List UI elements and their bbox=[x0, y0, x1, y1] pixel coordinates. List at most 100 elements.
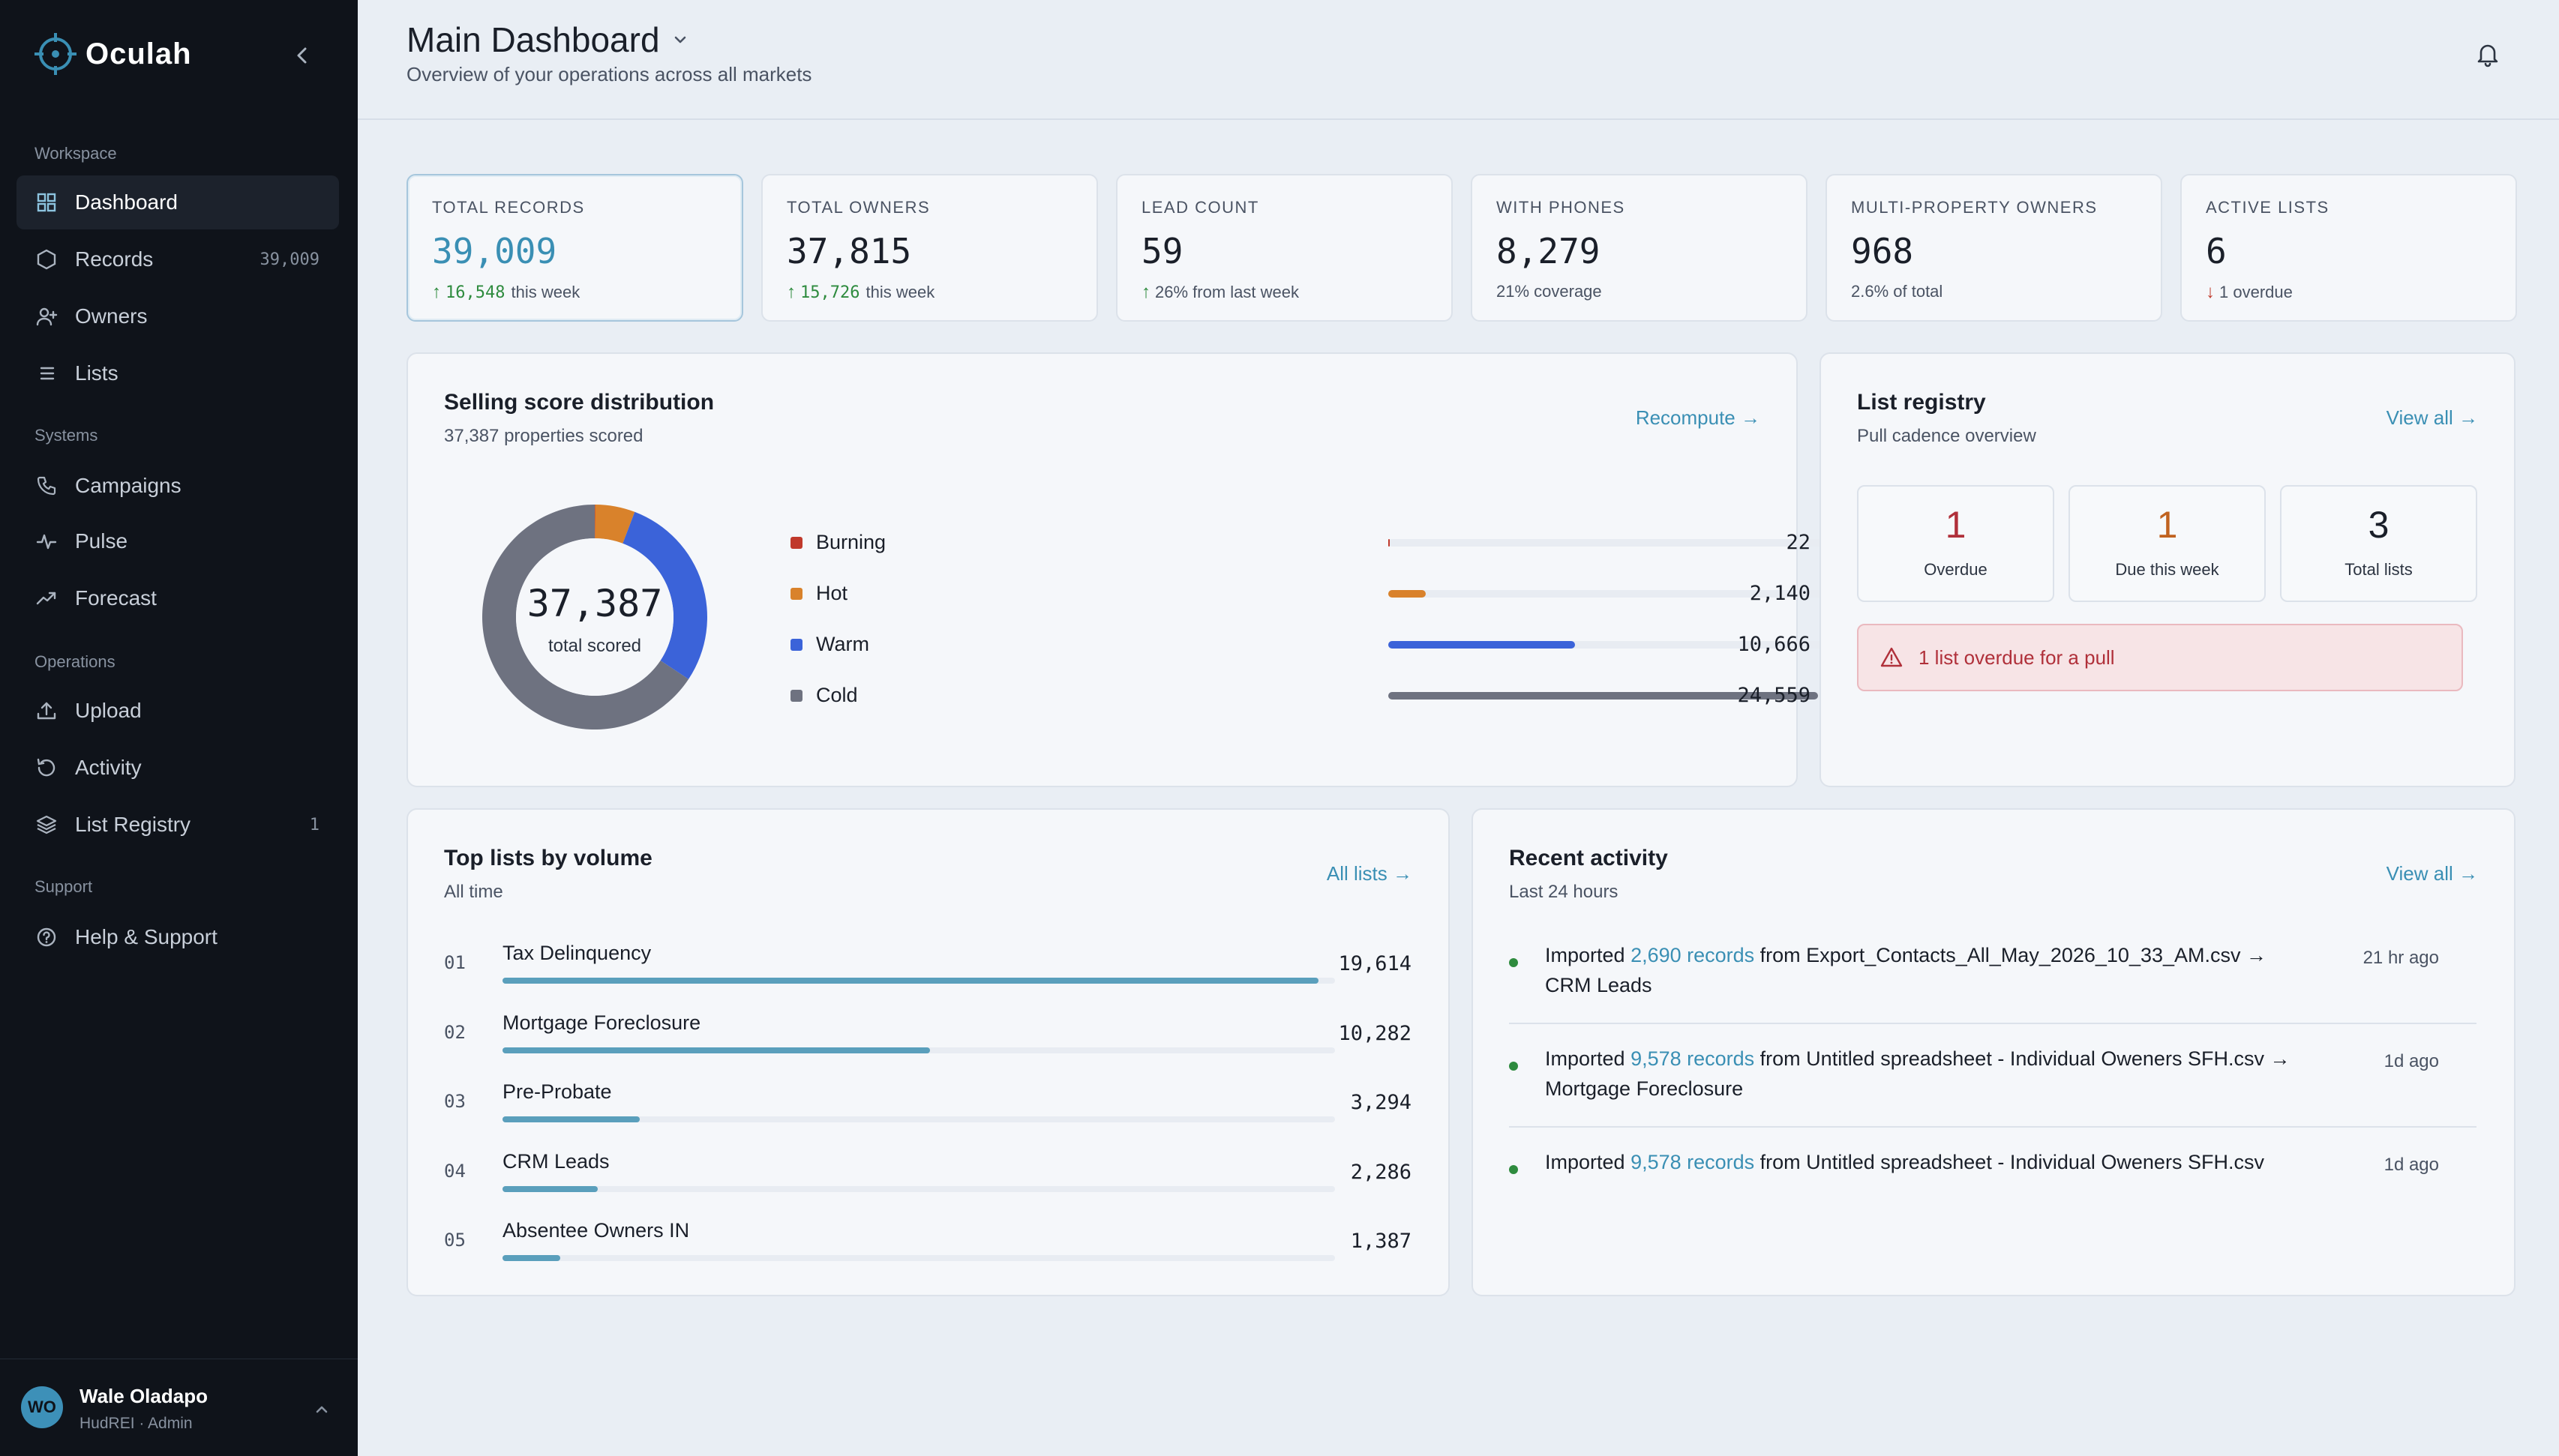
activity-item[interactable]: Imported 2,690 records from Export_Conta… bbox=[1509, 931, 2476, 1024]
chevron-down-icon bbox=[674, 36, 686, 43]
sidebar-item-forecast[interactable]: Forecast bbox=[16, 571, 339, 625]
user-name: Wale Oladapo bbox=[80, 1385, 208, 1407]
activity-time: 1d ago bbox=[2384, 1051, 2439, 1071]
score-row-warm[interactable]: Warm 10,666 bbox=[790, 630, 2039, 660]
registry-view-all-link[interactable]: View all → bbox=[2386, 406, 2478, 429]
list-icon bbox=[34, 361, 58, 385]
all-lists-link[interactable]: All lists → bbox=[1326, 862, 1412, 885]
panel-title: Selling score distribution bbox=[444, 390, 715, 415]
score-value: 24,559 bbox=[1737, 684, 1810, 707]
registry-due-box[interactable]: 1 Due this week bbox=[2068, 485, 2266, 602]
legend-swatch bbox=[790, 588, 802, 600]
score-donut-chart bbox=[482, 505, 707, 729]
stat-card-total-records[interactable]: TOTAL RECORDS 39,009 ↑ 16,548 this week bbox=[406, 174, 743, 322]
sidebar-item-list-registry[interactable]: List Registry 1 bbox=[16, 798, 339, 852]
avatar: WO bbox=[21, 1386, 63, 1428]
score-name: Warm bbox=[816, 633, 869, 655]
list-name: Absentee Owners IN bbox=[502, 1219, 690, 1242]
legend-swatch bbox=[790, 639, 802, 651]
section-label-workspace: Workspace bbox=[34, 144, 117, 163]
user-profile[interactable]: WO Wale Oladapo HudREI · Admin bbox=[0, 1359, 358, 1456]
history-icon bbox=[34, 756, 58, 780]
overdue-alert[interactable]: 1 list overdue for a pull bbox=[1857, 624, 2463, 691]
sidebar-item-label: Activity bbox=[75, 756, 142, 779]
sidebar-item-activity[interactable]: Activity bbox=[16, 741, 339, 795]
list-bar-track bbox=[502, 1047, 1335, 1053]
stat-delta: 15,726 bbox=[800, 283, 860, 302]
registry-overdue-label: Overdue bbox=[1924, 560, 1988, 579]
sidebar-item-campaigns[interactable]: Campaigns bbox=[16, 459, 339, 513]
list-row[interactable]: 05 Absentee Owners IN 1,387 bbox=[444, 1215, 1412, 1275]
stat-card-with-phones[interactable]: WITH PHONES 8,279 21% coverage bbox=[1471, 174, 1808, 322]
score-bar-track bbox=[1388, 641, 2039, 649]
recent-activity-panel: Recent activity Last 24 hours View all →… bbox=[1472, 808, 2516, 1296]
section-label-operations: Operations bbox=[34, 652, 116, 671]
activity-item[interactable]: Imported 9,578 records from Untitled spr… bbox=[1509, 1035, 2476, 1128]
stat-card-total-owners[interactable]: TOTAL OWNERS 37,815 ↑ 15,726 this week bbox=[761, 174, 1098, 322]
list-row[interactable]: 03 Pre-Probate 3,294 bbox=[444, 1076, 1412, 1136]
score-bar bbox=[1388, 641, 1575, 649]
score-row-cold[interactable]: Cold 24,559 bbox=[790, 681, 2039, 711]
recompute-link[interactable]: Recompute → bbox=[1635, 406, 1760, 429]
stat-value: 6 bbox=[2206, 231, 2227, 271]
registry-overdue-box[interactable]: 1 Overdue bbox=[1857, 485, 2054, 602]
panel-subtitle: Last 24 hours bbox=[1509, 882, 1618, 902]
divider bbox=[1509, 1126, 2476, 1128]
activity-records-link[interactable]: 9,578 records bbox=[1630, 1047, 1755, 1070]
score-bar bbox=[1388, 692, 1818, 700]
sidebar-item-label: Upload bbox=[75, 699, 142, 722]
list-value: 10,282 bbox=[1338, 1021, 1412, 1045]
legend-swatch bbox=[790, 690, 802, 702]
list-registry-count-badge: 1 bbox=[309, 815, 320, 834]
sidebar-item-owners[interactable]: Owners bbox=[16, 289, 339, 343]
sidebar-item-label: Owners bbox=[75, 304, 148, 328]
arrow-up-icon: ↑ bbox=[1142, 282, 1150, 302]
sidebar-item-help-support[interactable]: Help & Support bbox=[16, 910, 339, 964]
donut-hole bbox=[516, 538, 674, 696]
bell-icon[interactable] bbox=[2473, 39, 2503, 69]
activity-item[interactable]: Imported 9,578 records from Untitled spr… bbox=[1509, 1138, 2476, 1198]
registry-total-box[interactable]: 3 Total lists bbox=[2280, 485, 2477, 602]
list-row[interactable]: 02 Mortgage Foreclosure 10,282 bbox=[444, 1007, 1412, 1067]
sidebar-item-dashboard[interactable]: Dashboard bbox=[16, 175, 339, 229]
sidebar-item-label: Pulse bbox=[75, 529, 128, 553]
donut-slice-warm bbox=[622, 511, 707, 679]
list-bar bbox=[502, 1255, 560, 1261]
panel-title: List registry bbox=[1857, 390, 1986, 415]
brand[interactable]: Oculah bbox=[33, 31, 192, 76]
donut-slice-cold bbox=[482, 505, 689, 729]
stat-note: 21% coverage bbox=[1496, 282, 1602, 301]
activity-text: Imported 2,690 records from Export_Conta… bbox=[1545, 940, 2295, 1000]
list-row[interactable]: 01 Tax Delinquency 19,614 bbox=[444, 937, 1412, 997]
sidebar-item-upload[interactable]: Upload bbox=[16, 684, 339, 738]
stat-card-active-lists[interactable]: ACTIVE LISTS 6 ↓ 1 overdue bbox=[2180, 174, 2517, 322]
stat-card-lead-count[interactable]: LEAD COUNT 59 ↑ 26% from last week bbox=[1116, 174, 1453, 322]
panel-title: Top lists by volume bbox=[444, 846, 652, 870]
score-row-burning[interactable]: Burning 22 bbox=[790, 528, 2039, 558]
panel-subtitle: All time bbox=[444, 882, 503, 902]
list-name: Mortgage Foreclosure bbox=[502, 1011, 701, 1034]
chevron-up-icon[interactable] bbox=[310, 1398, 333, 1421]
activity-prefix: Imported bbox=[1545, 1047, 1631, 1070]
donut-slice-hot bbox=[595, 505, 635, 544]
list-name: CRM Leads bbox=[502, 1149, 610, 1173]
list-registry-panel: List registry Pull cadence overview View… bbox=[1820, 352, 2516, 787]
sidebar: Oculah Workspace Dashboard Records 39,00… bbox=[0, 0, 358, 1456]
activity-records-link[interactable]: 9,578 records bbox=[1630, 1151, 1755, 1173]
page-title[interactable]: Main Dashboard bbox=[406, 19, 692, 60]
stat-note: 2.6% of total bbox=[1851, 282, 1942, 301]
activity-view-all-link[interactable]: View all → bbox=[2386, 862, 2478, 885]
sidebar-item-pulse[interactable]: Pulse bbox=[16, 514, 339, 568]
score-row-hot[interactable]: Hot 2,140 bbox=[790, 579, 2039, 609]
collapse-sidebar-icon[interactable] bbox=[289, 42, 316, 69]
sidebar-item-lists[interactable]: Lists bbox=[16, 346, 339, 400]
stat-card-multi-property-owners[interactable]: MULTI-PROPERTY OWNERS 968 2.6% of total bbox=[1826, 174, 2162, 322]
crosshair-logo-icon bbox=[34, 33, 76, 75]
activity-text: Imported 9,578 records from Untitled spr… bbox=[1545, 1044, 2295, 1104]
sidebar-item-records[interactable]: Records 39,009 bbox=[16, 232, 339, 286]
activity-records-link[interactable]: 2,690 records bbox=[1630, 944, 1755, 966]
grid-icon bbox=[34, 190, 58, 214]
list-row[interactable]: 04 CRM Leads 2,286 bbox=[444, 1146, 1412, 1206]
list-rank: 01 bbox=[444, 952, 466, 973]
activity-suffix: from Export_Contacts_All_May_2026_10_33_… bbox=[1545, 944, 2267, 996]
